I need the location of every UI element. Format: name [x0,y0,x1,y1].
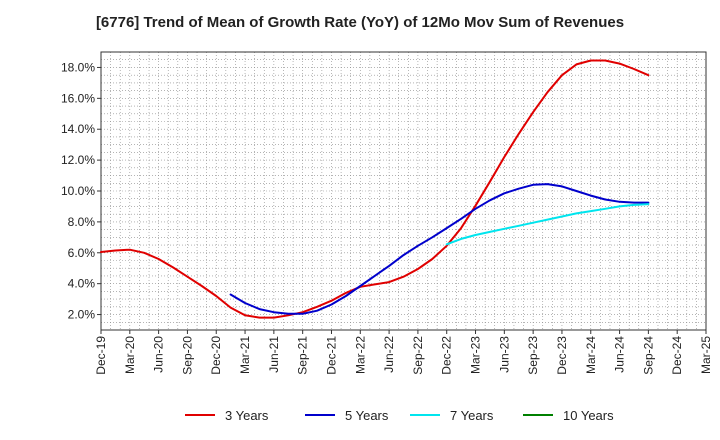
grid [101,52,706,330]
x-tick-label: Jun-22 [382,336,396,373]
x-tick-label: Mar-22 [353,336,367,374]
legend: 3 Years 5 Years 7 Years 10 Years [185,408,614,423]
y-tick-label: 8.0% [68,215,96,229]
x-tick-label: Mar-23 [469,336,483,374]
y-tick-label: 18.0% [61,60,95,74]
x-tick-label: Dec-19 [94,336,108,375]
y-tick-label: 2.0% [68,308,96,322]
x-tick-label: Sep-22 [411,336,425,375]
x-tick-label: Mar-24 [584,336,598,374]
series-line-7-years [445,203,650,246]
y-tick-label: 14.0% [61,122,95,136]
x-tick-label: Jun-24 [613,336,627,373]
y-tick-label: 12.0% [61,153,95,167]
legend-label: 3 Years [225,408,269,423]
legend-label: 7 Years [450,408,494,423]
y-tick-label: 6.0% [68,246,96,260]
series-line-5-years [229,183,650,315]
x-tick-label: Sep-20 [180,336,194,375]
legend-label: 5 Years [345,408,389,423]
x-tick-label: Sep-24 [641,336,655,375]
legend-label: 10 Years [563,408,614,423]
x-tick-label: Mar-20 [123,336,137,374]
x-tick-label: Mar-25 [699,336,713,374]
x-tick-label: Dec-23 [555,336,569,375]
y-tick-label: 16.0% [61,91,95,105]
x-tick-label: Mar-21 [238,336,252,374]
series-line-3-years [100,59,650,319]
x-tick-label: Sep-21 [296,336,310,375]
x-tick-label: Dec-20 [209,336,223,375]
x-tick-label: Jun-20 [152,336,166,373]
x-tick-label: Jun-21 [267,336,281,373]
chart-title: [6776] Trend of Mean of Growth Rate (YoY… [95,14,625,31]
y-tick-label: 4.0% [68,277,96,291]
x-tick-label: Dec-24 [670,336,684,375]
x-tick-label: Dec-22 [440,336,454,375]
y-tick-label: 10.0% [61,184,95,198]
x-tick-label: Jun-23 [497,336,511,373]
x-tick-label: Sep-23 [526,336,540,375]
x-tick-label: Dec-21 [324,336,338,375]
